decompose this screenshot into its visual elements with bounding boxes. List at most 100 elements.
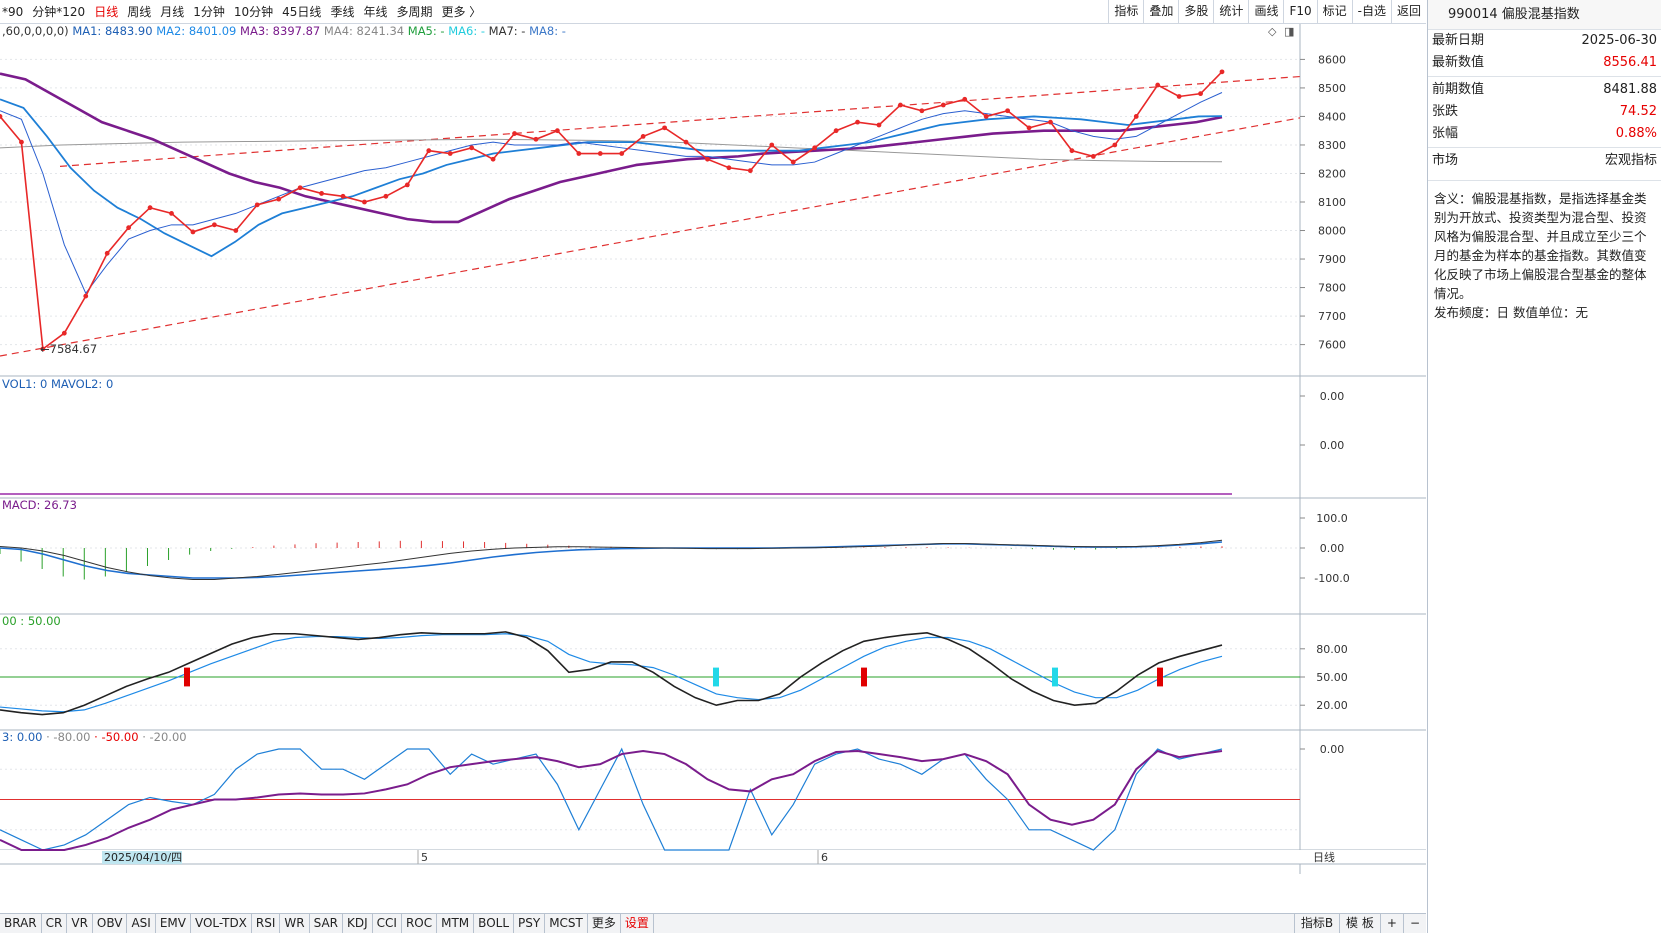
price-point[interactable] — [726, 165, 732, 171]
price-point[interactable] — [705, 156, 710, 162]
price-point[interactable] — [169, 211, 174, 216]
indicator-tab-4[interactable]: ASI — [127, 914, 156, 933]
price-point[interactable] — [1155, 82, 1161, 88]
indicator-tab-16[interactable]: MCST — [545, 914, 588, 933]
period-tab-10[interactable]: 多周期 — [396, 5, 433, 19]
indicator-tab-10[interactable]: KDJ — [343, 914, 373, 933]
indicator-tab-12[interactable]: ROC — [402, 914, 438, 933]
price-point[interactable] — [1090, 153, 1096, 159]
price-point[interactable] — [254, 202, 260, 208]
price-point[interactable] — [447, 151, 453, 156]
price-point[interactable] — [1005, 108, 1011, 114]
indicator-tab-14[interactable]: BOLL — [474, 914, 515, 933]
price-point[interactable] — [619, 151, 625, 156]
indicator-tab-8[interactable]: WR — [280, 914, 310, 933]
price-point[interactable] — [83, 293, 89, 299]
period-tab-4[interactable]: 月线 — [160, 5, 185, 19]
price-point[interactable] — [512, 131, 517, 136]
price-point[interactable] — [1198, 91, 1203, 97]
price-point[interactable] — [683, 139, 689, 145]
price-point[interactable] — [1112, 142, 1118, 148]
price-point[interactable] — [233, 228, 239, 233]
price-point[interactable] — [404, 182, 410, 188]
indicator-tab-18[interactable]: 设置 — [621, 914, 654, 933]
price-point[interactable] — [19, 139, 24, 145]
price-point[interactable] — [983, 114, 989, 119]
price-point[interactable] — [126, 225, 132, 231]
tool-button-1[interactable]: 叠加 — [1143, 0, 1178, 23]
price-point[interactable] — [576, 151, 582, 156]
price-point[interactable] — [790, 159, 796, 165]
tool-button-4[interactable]: 画线 — [1248, 0, 1283, 23]
period-tab-1[interactable]: 分钟*120 — [32, 5, 86, 19]
price-point[interactable] — [769, 142, 775, 148]
price-point[interactable] — [1133, 114, 1139, 119]
price-point[interactable] — [898, 102, 903, 108]
period-tab-3[interactable]: 周线 — [127, 5, 152, 19]
price-point[interactable] — [855, 119, 860, 125]
indicator-tab-11[interactable]: CCI — [373, 914, 402, 933]
chart-area[interactable]: 8600 8500 8400 8300 8200 8100 8000 7900 7800 7700… — [0, 24, 1426, 913]
price-point[interactable] — [876, 122, 882, 128]
period-tab-5[interactable]: 1分钟 — [193, 5, 225, 19]
period-tab-11[interactable]: 更多 〉 — [441, 5, 482, 19]
tool-button-0[interactable]: 指标 — [1108, 0, 1143, 23]
price-point[interactable] — [276, 196, 282, 202]
indicator-tab-3[interactable]: OBV — [93, 914, 128, 933]
indicator-tab-2[interactable]: VR — [67, 914, 93, 933]
indicator-tab-0[interactable]: BRAR — [0, 914, 42, 933]
price-point[interactable] — [211, 222, 217, 228]
indicator-tab-1[interactable]: CR — [42, 914, 68, 933]
price-point[interactable] — [190, 229, 196, 235]
price-point[interactable] — [1026, 125, 1032, 131]
indicator-tab-7[interactable]: RSI — [252, 914, 281, 933]
price-point[interactable] — [1048, 119, 1053, 125]
price-point[interactable] — [490, 156, 496, 162]
price-point[interactable] — [383, 193, 389, 199]
trend-line-lower[interactable] — [0, 117, 1301, 357]
price-point[interactable] — [147, 205, 153, 211]
bottom-button-2[interactable]: + — [1379, 914, 1403, 933]
price-point[interactable] — [319, 191, 324, 196]
price-point[interactable] — [1069, 148, 1075, 154]
price-point[interactable] — [747, 168, 753, 174]
bottom-button-0[interactable]: 指标B — [1293, 914, 1339, 933]
bottom-button-3[interactable]: − — [1402, 914, 1426, 933]
indicator-tab-6[interactable]: VOL-TDX — [191, 914, 252, 933]
tool-button-7[interactable]: -自选 — [1351, 0, 1391, 23]
period-tab-6[interactable]: 10分钟 — [233, 5, 274, 19]
tool-button-2[interactable]: 多股 — [1178, 0, 1213, 23]
price-point[interactable] — [812, 145, 818, 151]
price-point[interactable] — [597, 151, 603, 156]
trend-line-upper[interactable] — [59, 75, 1301, 167]
price-point[interactable] — [40, 346, 46, 352]
price-point[interactable] — [61, 330, 67, 336]
indicator-tab-5[interactable]: EMV — [156, 914, 191, 933]
period-tab-8[interactable]: 季线 — [330, 5, 355, 19]
price-point[interactable] — [340, 193, 346, 199]
price-point[interactable] — [469, 145, 475, 151]
period-tab-2[interactable]: 日线 — [94, 5, 119, 19]
price-point[interactable] — [426, 148, 432, 154]
indicator-tab-9[interactable]: SAR — [310, 914, 343, 933]
tool-button-3[interactable]: 统计 — [1213, 0, 1248, 23]
price-point[interactable] — [940, 102, 946, 108]
price-point[interactable] — [640, 134, 646, 139]
tool-button-8[interactable]: 返回 — [1390, 0, 1426, 23]
price-point[interactable] — [662, 125, 667, 131]
price-point[interactable] — [104, 250, 110, 256]
price-point[interactable] — [555, 128, 560, 134]
price-point[interactable] — [362, 199, 367, 205]
indicator-tab-13[interactable]: MTM — [437, 914, 475, 933]
price-point[interactable] — [0, 114, 3, 119]
tool-button-6[interactable]: 标记 — [1316, 0, 1352, 23]
indicator-tab-15[interactable]: PSY — [514, 914, 546, 933]
price-point[interactable] — [1176, 94, 1182, 99]
period-tab-9[interactable]: 年线 — [363, 5, 388, 19]
tool-button-5[interactable]: F10 — [1283, 0, 1316, 23]
bottom-button-1[interactable]: 模 板 — [1339, 914, 1380, 933]
price-point[interactable] — [297, 185, 303, 191]
price-point[interactable] — [1219, 69, 1225, 75]
price-point[interactable] — [533, 136, 539, 142]
period-tab-7[interactable]: 45日线 — [282, 5, 322, 19]
